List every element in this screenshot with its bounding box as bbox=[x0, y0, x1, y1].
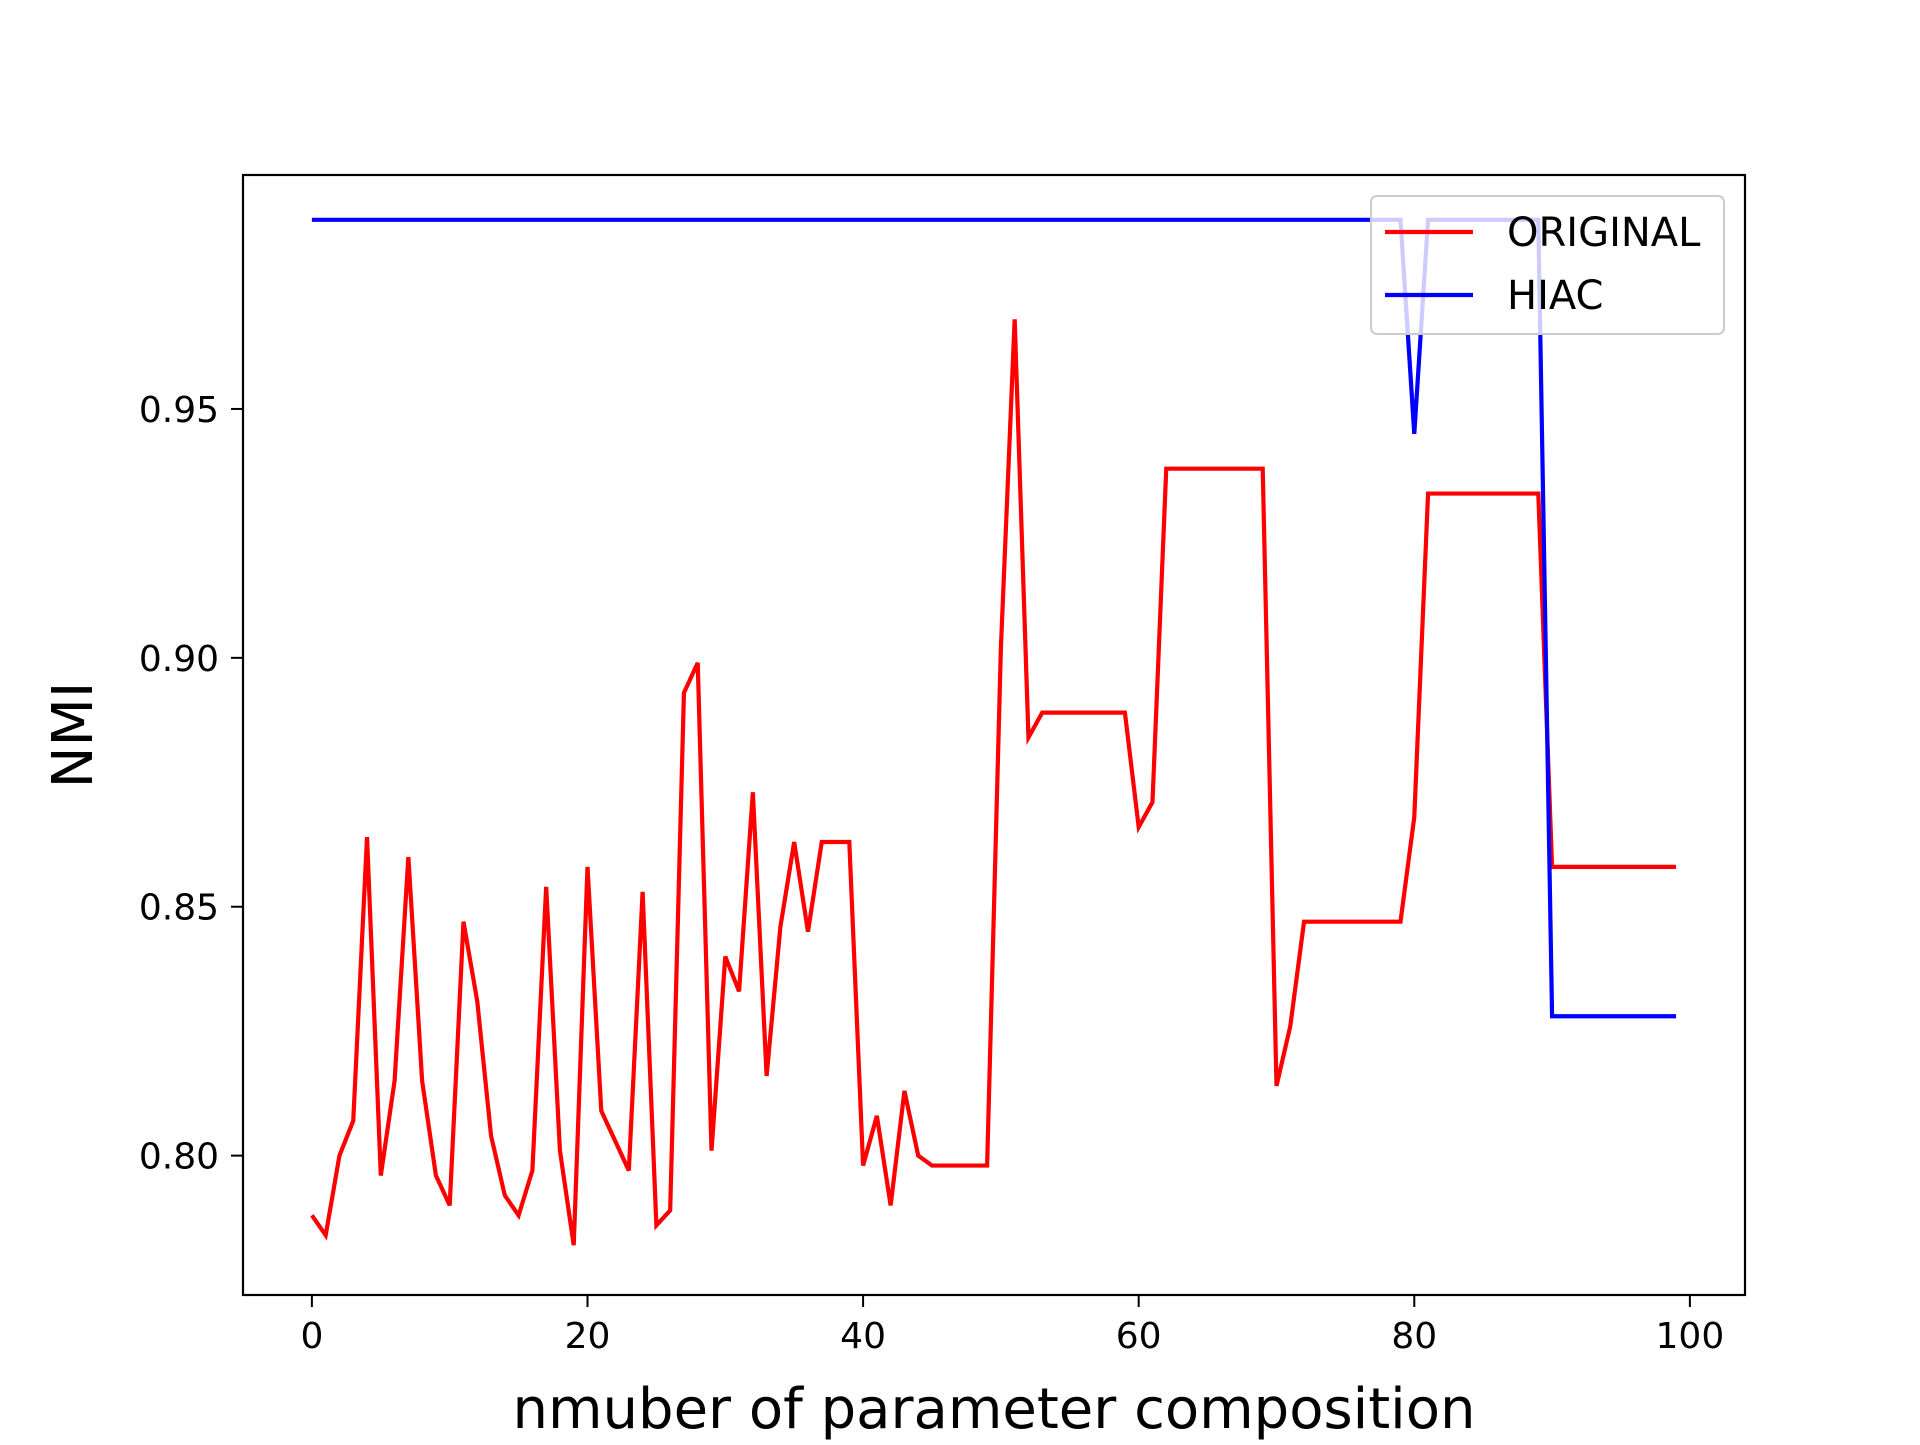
x-tick-label: 0 bbox=[300, 1316, 323, 1357]
x-tick-label: 40 bbox=[840, 1316, 886, 1357]
legend-label-hiac: HIAC bbox=[1507, 273, 1603, 319]
axes: 0 20 40 60 80 100 0.80 0.85 0.90 0.95 bbox=[139, 173, 1747, 1357]
x-axis-label: nmuber of parameter composition bbox=[513, 1377, 1476, 1440]
x-tick-label: 100 bbox=[1656, 1316, 1725, 1357]
y-axis-label: NMI bbox=[41, 682, 106, 789]
y-tick-label: 0.95 bbox=[139, 390, 219, 431]
axes-frame bbox=[241, 173, 1747, 1297]
y-tick-label: 0.80 bbox=[139, 1137, 219, 1178]
y-tick-label: 0.85 bbox=[139, 888, 219, 929]
series-line-original bbox=[310, 319, 1677, 1246]
legend-label-original: ORIGINAL bbox=[1507, 210, 1701, 256]
y-tick-label: 0.90 bbox=[139, 639, 219, 680]
legend: ORIGINAL HIAC bbox=[1370, 195, 1725, 335]
x-tick-label: 60 bbox=[1116, 1316, 1162, 1357]
x-tick-label: 80 bbox=[1391, 1316, 1437, 1357]
x-tick-label: 20 bbox=[565, 1316, 611, 1357]
